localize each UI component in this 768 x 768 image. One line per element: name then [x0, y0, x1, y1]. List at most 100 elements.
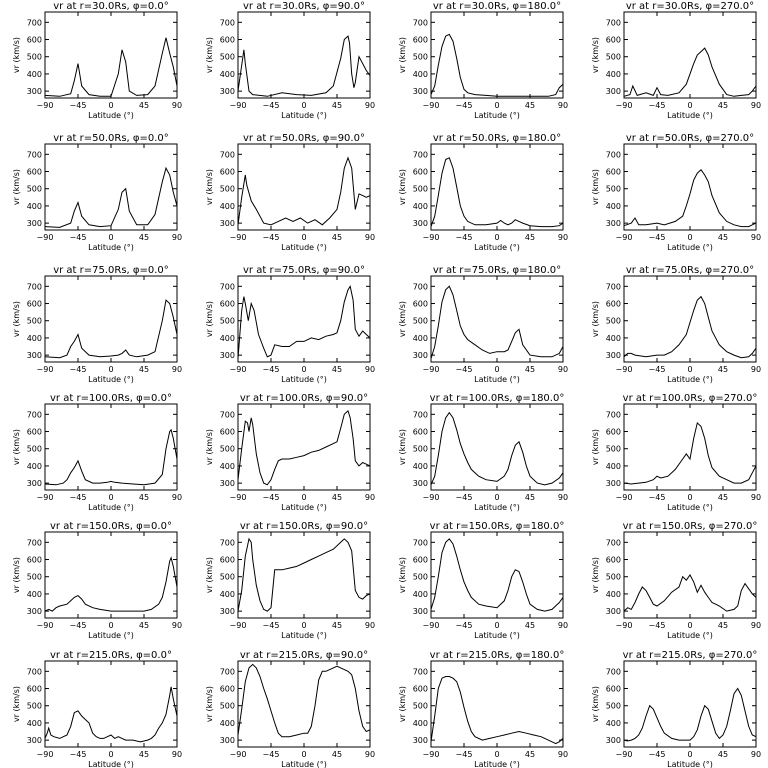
x-tick-label: 45	[718, 750, 728, 759]
y-tick-label: 700	[27, 667, 42, 676]
x-axis-label: Latitude (°)	[281, 243, 327, 252]
series-line	[44, 556, 178, 612]
x-tick-label: 90	[365, 233, 375, 242]
y-axis-label: vr (km/s)	[398, 429, 407, 465]
subplot: vr at r=100.0Rs, φ=180.0° −90 −45 0 45 90 300 4…	[398, 393, 568, 512]
x-tick-label: 0	[301, 101, 306, 110]
y-tick-label: 500	[606, 702, 621, 711]
x-tick-label: −90	[616, 750, 633, 759]
y-tick-label: 700	[606, 18, 621, 27]
x-axis-label: Latitude (°)	[88, 243, 134, 252]
y-tick-label: 400	[606, 590, 621, 599]
subplot-title: vr at r=50.0Rs, φ=270.0°	[626, 133, 754, 144]
x-axis-label: Latitude (°)	[281, 503, 327, 512]
y-tick-label: 700	[606, 410, 621, 419]
x-tick-label: 0	[108, 750, 113, 759]
subplot-title: vr at r=150.0Rs, φ=90.0°	[240, 521, 368, 532]
y-tick-label: 500	[27, 702, 42, 711]
axes-frame	[237, 275, 371, 363]
x-tick-label: 90	[751, 101, 761, 110]
subplot-title: vr at r=215.0Rs, φ=180.0°	[430, 650, 565, 661]
y-tick-label: 500	[606, 317, 621, 326]
subplot: vr at r=150.0Rs, φ=180.0° −90 −45 0 45 90 300 4…	[398, 521, 568, 640]
axes-frame	[44, 143, 178, 231]
y-tick-label: 400	[220, 590, 235, 599]
y-tick-label: 500	[220, 445, 235, 454]
subplot-title: vr at r=215.0Rs, φ=270.0°	[623, 650, 758, 661]
x-axis-label: Latitude (°)	[88, 503, 134, 512]
y-tick-label: 600	[606, 300, 621, 309]
y-axis-label: vr (km/s)	[591, 301, 600, 337]
y-tick-label: 500	[220, 185, 235, 194]
x-tick-label: 45	[139, 233, 149, 242]
y-tick-label: 500	[27, 573, 42, 582]
y-tick-label: 400	[220, 334, 235, 343]
x-tick-label: −90	[37, 101, 54, 110]
subplot: vr at r=150.0Rs, φ=90.0° −90 −45 0 45 90 300 40…	[205, 521, 375, 640]
x-tick-label: 45	[525, 493, 535, 502]
y-tick-label: 500	[413, 185, 428, 194]
x-tick-label: 90	[558, 101, 568, 110]
x-tick-label: 45	[525, 750, 535, 759]
x-tick-label: 45	[139, 621, 149, 630]
y-axis-label: vr (km/s)	[12, 686, 21, 722]
y-axis-label: vr (km/s)	[591, 686, 600, 722]
subplot: vr at r=75.0Rs, φ=0.0° −90 −45 0 45 90 300 400 5…	[12, 265, 182, 384]
y-tick-label: 700	[606, 667, 621, 676]
subplot-title: vr at r=75.0Rs, φ=180.0°	[433, 265, 561, 276]
x-axis-label: Latitude (°)	[88, 631, 134, 640]
series-line	[44, 686, 178, 743]
x-axis-label: Latitude (°)	[474, 375, 520, 384]
series-line	[430, 285, 564, 359]
y-tick-label: 600	[27, 300, 42, 309]
y-tick-label: 400	[606, 719, 621, 728]
x-tick-label: 0	[301, 621, 306, 630]
x-axis-label: Latitude (°)	[474, 760, 520, 768]
subplot-title: vr at r=150.0Rs, φ=180.0°	[430, 521, 565, 532]
x-tick-label: −90	[37, 621, 54, 630]
y-tick-label: 600	[606, 556, 621, 565]
x-tick-label: −90	[616, 621, 633, 630]
y-tick-label: 700	[220, 538, 235, 547]
y-tick-label: 600	[413, 168, 428, 177]
y-tick-label: 600	[27, 36, 42, 45]
y-tick-label: 600	[413, 300, 428, 309]
subplot-title: vr at r=150.0Rs, φ=0.0°	[50, 521, 172, 532]
subplot: vr at r=100.0Rs, φ=270.0° −90 −45 0 45 90 300 4…	[591, 393, 761, 512]
subplot-title: vr at r=50.0Rs, φ=180.0°	[433, 133, 561, 144]
subplot-title: vr at r=75.0Rs, φ=90.0°	[243, 265, 365, 276]
y-tick-label: 700	[413, 538, 428, 547]
x-tick-label: 0	[687, 233, 692, 242]
x-axis-label: Latitude (°)	[474, 503, 520, 512]
y-axis-label: vr (km/s)	[398, 301, 407, 337]
y-tick-label: 300	[220, 351, 235, 360]
y-tick-label: 400	[27, 719, 42, 728]
x-tick-label: 45	[718, 233, 728, 242]
x-tick-label: 0	[687, 621, 692, 630]
x-tick-label: −45	[456, 101, 473, 110]
x-tick-label: 45	[332, 750, 342, 759]
subplot: vr at r=75.0Rs, φ=90.0° −90 −45 0 45 90 300 400…	[205, 265, 375, 384]
y-tick-label: 600	[606, 168, 621, 177]
x-tick-label: 90	[558, 493, 568, 502]
series-line	[430, 33, 564, 97]
x-tick-label: 90	[365, 621, 375, 630]
subplot: vr at r=30.0Rs, φ=270.0° −90 −45 0 45 90 300 40…	[591, 1, 761, 120]
y-tick-label: 500	[220, 702, 235, 711]
axes-frame	[430, 660, 564, 748]
x-tick-label: −90	[423, 365, 440, 374]
x-tick-label: 45	[718, 101, 728, 110]
y-tick-label: 300	[27, 607, 42, 616]
subplot: vr at r=215.0Rs, φ=180.0° −90 −45 0 45 90 300 4…	[398, 650, 568, 768]
y-tick-label: 700	[27, 18, 42, 27]
x-tick-label: −90	[423, 621, 440, 630]
x-tick-label: −90	[230, 750, 247, 759]
axes-frame	[237, 531, 371, 619]
subplot: vr at r=30.0Rs, φ=90.0° −90 −45 0 45 90 300 400…	[205, 1, 375, 120]
axes-frame	[623, 660, 757, 748]
x-tick-label: 45	[332, 621, 342, 630]
x-tick-label: −45	[263, 750, 280, 759]
series-line	[623, 421, 757, 485]
x-tick-label: 0	[108, 493, 113, 502]
y-tick-label: 700	[220, 150, 235, 159]
